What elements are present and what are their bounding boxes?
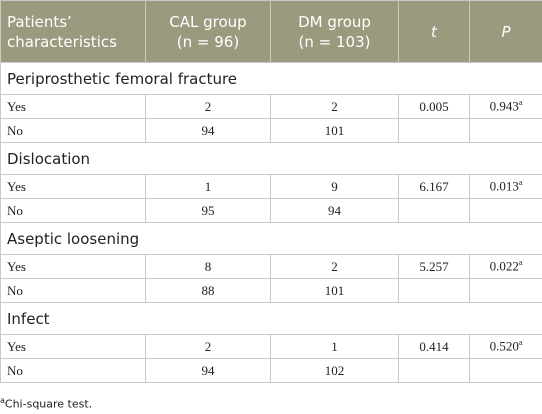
data-row: No 94 102 [0, 358, 542, 383]
row-label: No [0, 118, 146, 143]
data-row: No 88 101 [0, 278, 542, 303]
row-label: Yes [0, 174, 146, 199]
header-cell: CAL group (n = 96) [145, 0, 271, 63]
table-body: Periprosthetic femoral fracture Yes 2 2 0.00… [0, 62, 542, 383]
p-value [469, 358, 542, 383]
row-label: No [0, 358, 146, 383]
section-title: Periprosthetic femoral fracture [0, 62, 542, 95]
dm-count: 101 [270, 278, 399, 303]
dm-count: 94 [270, 198, 399, 223]
row-label: Yes [0, 334, 146, 359]
p-value [469, 198, 542, 223]
header-cell: DM group (n = 103) [270, 0, 399, 63]
section-title: Dislocation [0, 142, 542, 175]
row-label: No [0, 198, 146, 223]
header-line: (n = 96) [176, 32, 240, 51]
section-row: Infect [0, 302, 542, 335]
t-text: 0.414 [419, 338, 449, 354]
p-value: 0.943a [469, 94, 542, 119]
p-value: 0.022a [469, 254, 542, 279]
dm-count: 2 [270, 254, 399, 279]
dm-count: 1 [270, 334, 399, 359]
header-line: (n = 103) [298, 32, 371, 51]
cal-count: 1 [145, 174, 271, 199]
t-text: 0.005 [419, 98, 449, 114]
header-line: P [501, 22, 511, 41]
t-value [398, 358, 470, 383]
section-title: Infect [0, 302, 542, 335]
p-note: a [518, 258, 523, 268]
p-note: a [518, 178, 523, 188]
cal-count: 88 [145, 278, 271, 303]
p-text: 0.022 [489, 258, 519, 274]
cal-count: 94 [145, 118, 271, 143]
header-cell: Patients’ characteristics [0, 0, 146, 63]
p-value [469, 118, 542, 143]
footnote: aChi-square test. [0, 396, 92, 411]
row-label: No [0, 278, 146, 303]
row-label: Yes [0, 94, 146, 119]
footnote-mark: a [0, 396, 5, 405]
data-row: Yes 2 2 0.005 0.943a [0, 94, 542, 119]
p-value [469, 278, 542, 303]
p-note: a [518, 98, 523, 108]
t-value [398, 198, 470, 223]
t-value: 0.005 [398, 94, 470, 119]
footnote-text: Chi-square test. [4, 397, 93, 411]
dm-count: 102 [270, 358, 399, 383]
cal-count: 94 [145, 358, 271, 383]
section-title: Aseptic loosening [0, 222, 542, 255]
section-row: Periprosthetic femoral fracture [0, 62, 542, 95]
p-value: 0.520a [469, 334, 542, 359]
t-value: 5.257 [398, 254, 470, 279]
data-row: No 95 94 [0, 198, 542, 223]
dm-count: 9 [270, 174, 399, 199]
t-value: 6.167 [398, 174, 470, 199]
header-line: characteristics [7, 32, 117, 51]
data-row: No 94 101 [0, 118, 542, 143]
t-value [398, 118, 470, 143]
header-line: DM group [298, 12, 371, 31]
cal-count: 95 [145, 198, 271, 223]
p-value: 0.013a [469, 174, 542, 199]
dm-count: 2 [270, 94, 399, 119]
p-note: a [518, 338, 523, 348]
t-text: 5.257 [419, 258, 449, 274]
p-text: 0.520 [489, 338, 519, 354]
header-cell: t [398, 0, 470, 63]
t-text: 6.167 [419, 178, 449, 194]
header-line: Patients’ [7, 12, 72, 31]
dm-count: 101 [270, 118, 399, 143]
data-table: Patients’ characteristics CAL group (n = 96… [0, 0, 542, 383]
row-label: Yes [0, 254, 146, 279]
data-row: Yes 8 2 5.257 0.022a [0, 254, 542, 279]
p-text: 0.943 [489, 98, 519, 114]
section-row: Aseptic loosening [0, 222, 542, 255]
t-value [398, 278, 470, 303]
data-row: Yes 2 1 0.414 0.520a [0, 334, 542, 359]
cal-count: 2 [145, 94, 271, 119]
cal-count: 8 [145, 254, 271, 279]
header-line: t [431, 22, 437, 41]
data-row: Yes 1 9 6.167 0.013a [0, 174, 542, 199]
header-row: Patients’ characteristics CAL group (n = 96… [0, 0, 542, 63]
header-cell: P [469, 0, 542, 63]
cal-count: 2 [145, 334, 271, 359]
p-text: 0.013 [489, 178, 519, 194]
header-line: CAL group [169, 12, 247, 31]
t-value: 0.414 [398, 334, 470, 359]
section-row: Dislocation [0, 142, 542, 175]
